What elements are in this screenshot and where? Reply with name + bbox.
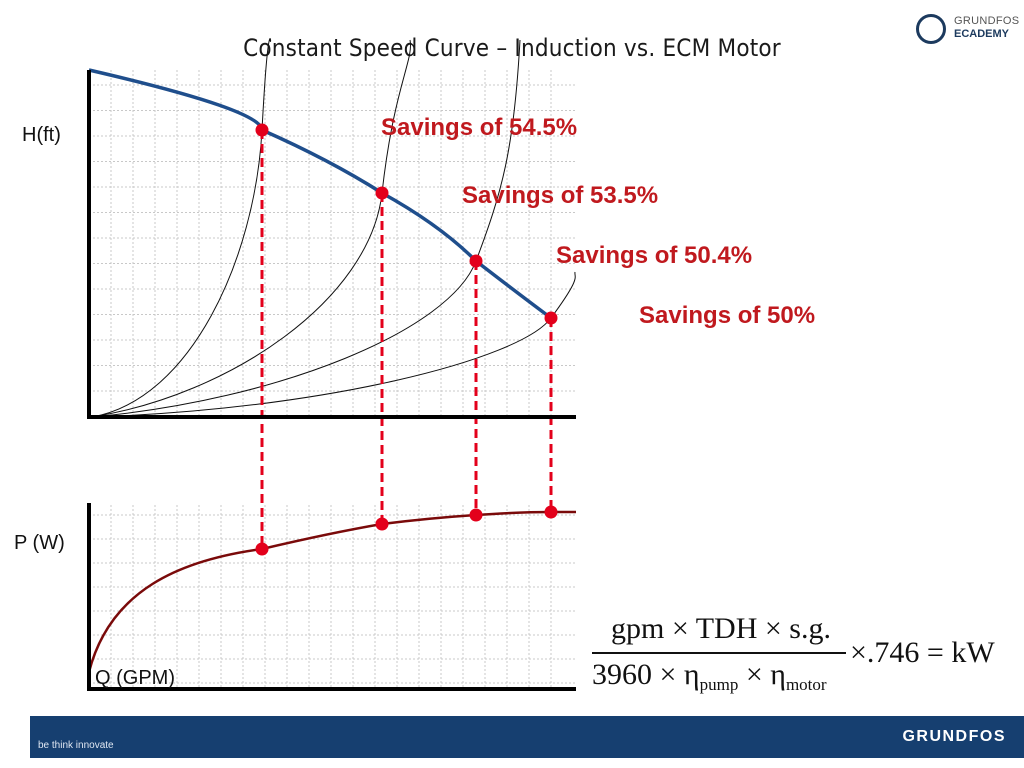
slide-title: Constant Speed Curve – Induction vs. ECM… bbox=[243, 34, 781, 62]
system-curve-1 bbox=[91, 38, 272, 418]
formula-tail: ×.746 = kW bbox=[850, 636, 995, 669]
footer-brand-logo: GRUNDFOS bbox=[902, 728, 1006, 745]
head-operating-point-4 bbox=[544, 311, 558, 325]
footer-tagline: be think innovate bbox=[38, 740, 114, 751]
power-grid bbox=[89, 505, 575, 689]
head-operating-point-3 bbox=[469, 254, 483, 268]
formula-denominator: 3960 × ηpump × ηmotor bbox=[592, 658, 848, 695]
formula-motor-sub: motor bbox=[785, 675, 827, 694]
head-axis-label: H(ft) bbox=[22, 124, 61, 146]
formula-den-prefix: 3960 × η bbox=[592, 658, 700, 691]
footer-bar: be think innovate GRUNDFOS bbox=[30, 716, 1024, 758]
graduation-cap-icon bbox=[916, 14, 946, 44]
savings-label-4: Savings of 50% bbox=[639, 302, 816, 329]
flow-axis-label: Q (GPM) bbox=[95, 667, 175, 689]
savings-label-1: Savings of 54.5% bbox=[381, 114, 578, 141]
power-operating-point-4 bbox=[544, 505, 558, 519]
formula-fraction-bar bbox=[592, 652, 846, 654]
logo-line2: ECADEMY bbox=[954, 28, 1010, 40]
grundfos-ecademy-logo: GRUNDFOS ECADEMY bbox=[916, 12, 1020, 50]
power-axis-label: P (W) bbox=[14, 532, 65, 554]
power-curve bbox=[87, 510, 576, 673]
formula-pump-sub: pump bbox=[699, 675, 739, 694]
logo-line1: GRUNDFOS bbox=[954, 15, 1020, 27]
head-grid bbox=[89, 70, 575, 417]
power-operating-point-2 bbox=[375, 517, 389, 531]
operating-points bbox=[255, 123, 558, 556]
head-operating-point-1 bbox=[255, 123, 269, 137]
power-operating-point-3 bbox=[469, 508, 483, 522]
system-curve-2 bbox=[91, 39, 412, 418]
power-formula: gpm × TDH × s.g. 3960 × ηpump × ηmotor ×… bbox=[586, 612, 1018, 696]
system-curve-4 bbox=[91, 271, 576, 418]
savings-label-2: Savings of 53.5% bbox=[462, 182, 659, 209]
pump-head-curve bbox=[88, 68, 553, 320]
savings-label-3: Savings of 50.4% bbox=[556, 242, 753, 269]
formula-numerator: gpm × TDH × s.g. bbox=[611, 612, 831, 645]
formula-den-times: × η bbox=[738, 658, 786, 691]
operating-point-dropdown-lines bbox=[260, 130, 553, 549]
head-operating-point-2 bbox=[375, 186, 389, 200]
power-operating-point-1 bbox=[255, 542, 269, 556]
system-curve-3 bbox=[91, 39, 521, 418]
